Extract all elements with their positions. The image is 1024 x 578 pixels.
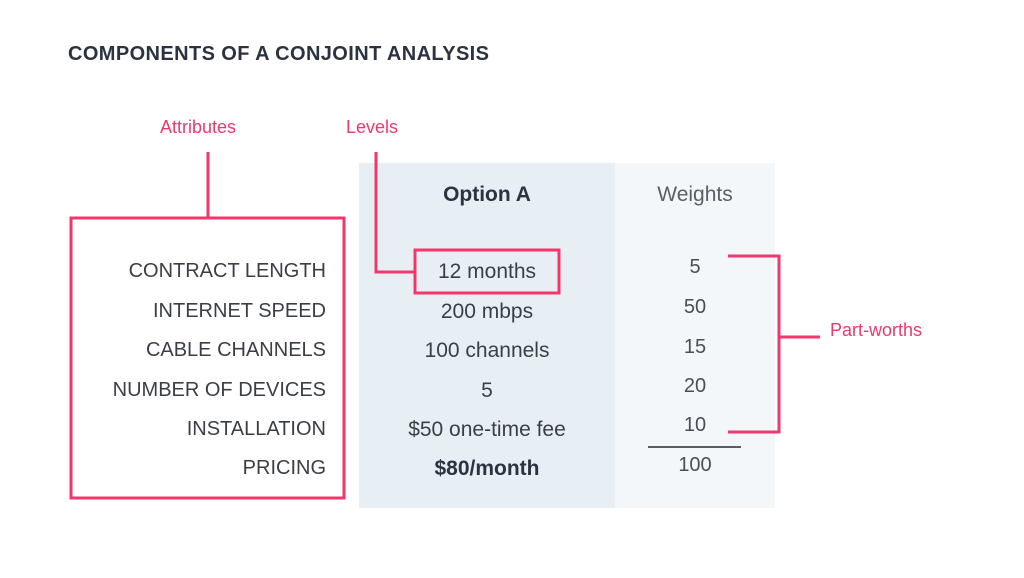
option-column-panel	[359, 163, 615, 508]
level-value: 12 months	[437, 260, 537, 283]
level-value: 100 channels	[424, 339, 550, 362]
part-worths-bracket	[728, 254, 781, 434]
weight-value: 15	[683, 336, 707, 358]
weights-column-panel	[615, 163, 775, 508]
attribute-label: NUMBER OF DEVICES	[112, 379, 326, 401]
levels-connector	[374, 152, 415, 274]
weights-header: Weights	[657, 183, 733, 206]
level-value: $50 one-time fee	[408, 418, 566, 441]
attribute-label: INTERNET SPEED	[153, 300, 326, 322]
levels-callout: Levels	[346, 117, 399, 137]
attribute-label: INSTALLATION	[186, 418, 326, 440]
price-value: $80/month	[434, 457, 540, 480]
level-highlight-box	[413, 248, 561, 295]
weight-value: 20	[683, 375, 707, 397]
option-header: Option A	[443, 183, 531, 206]
attribute-label: CABLE CHANNELS	[145, 339, 326, 361]
attribute-label: CONTRACT LENGTH	[128, 260, 326, 282]
weight-value: 10	[683, 414, 707, 436]
page-title: COMPONENTS OF A CONJOINT ANALYSIS	[68, 43, 490, 65]
weight-value: 50	[683, 296, 707, 318]
weight-value: 5	[689, 256, 701, 278]
level-value: 200 mbps	[440, 300, 534, 323]
part-worths-callout: Part-worths	[830, 320, 923, 340]
level-value: 5	[481, 379, 493, 402]
weight-total: 100	[678, 454, 712, 476]
attribute-label: PRICING	[242, 457, 326, 479]
attributes-callout: Attributes	[160, 117, 237, 137]
